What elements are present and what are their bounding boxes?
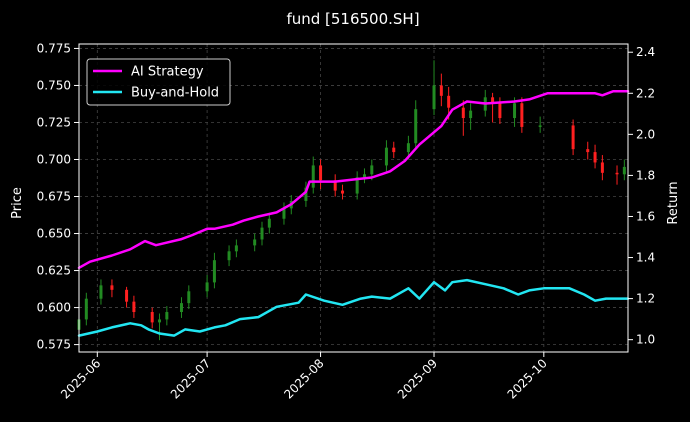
candle-body: [491, 97, 495, 104]
y2-tick-label: 1.6: [636, 209, 655, 223]
y-tick-label: 0.650: [37, 227, 71, 241]
candle-body: [304, 187, 308, 201]
candle-body: [439, 85, 443, 96]
candle-body: [432, 85, 436, 110]
y2-tick-label: 2.2: [636, 86, 655, 100]
candle-body: [319, 165, 323, 181]
series-lines: [77, 89, 630, 337]
series-line-buy-and-hold: [77, 278, 630, 337]
y2-tick-label: 2.0: [636, 127, 655, 141]
candle-body: [179, 303, 183, 313]
candle-body: [593, 152, 597, 163]
candle-body: [520, 103, 524, 127]
y2-tick-label: 1.0: [636, 333, 655, 347]
candle-body: [205, 282, 209, 292]
candle-body: [600, 162, 604, 173]
right-axis-ticks: 1.0 1.2 1.4 1.6 1.8 2.0 2.2 2.4: [628, 45, 655, 347]
legend-box: [86, 58, 231, 106]
axes-frame: [78, 43, 629, 353]
grid-lines: [79, 44, 628, 352]
candle-body: [341, 190, 345, 194]
candle-body: [110, 285, 114, 290]
y-tick-label: 0.725: [37, 115, 71, 129]
candle-body: [311, 165, 315, 188]
candle-body: [282, 208, 286, 219]
candle-body: [158, 319, 162, 323]
y-tick-label: 0.675: [37, 190, 71, 204]
series-line-ai-strategy: [77, 89, 630, 270]
candle-body: [498, 103, 502, 119]
y-tick-label: 0.575: [37, 338, 71, 352]
candle-body: [84, 298, 88, 320]
candle-body: [615, 172, 619, 175]
y-tick-label: 0.600: [37, 301, 71, 315]
candle-body: [406, 143, 410, 153]
left-axis-ticks: 0.575 0.600 0.625 0.650 0.675 0.700 0.725 0.750…: [37, 41, 79, 352]
candle-body: [586, 149, 590, 153]
candle-body: [227, 251, 231, 261]
legend-label: AI Strategy: [131, 65, 204, 80]
candle-body: [253, 239, 257, 246]
candle-body: [469, 110, 473, 119]
candle-body: [571, 125, 575, 150]
y2-tick-label: 1.8: [636, 168, 655, 182]
chart-title: fund [516500.SH]: [286, 10, 419, 28]
candle-body: [513, 103, 517, 119]
y2-tick-label: 1.2: [636, 292, 655, 306]
candle-body: [260, 227, 264, 240]
y-tick-label: 0.700: [37, 153, 71, 167]
candle-body: [355, 177, 359, 194]
candle-body: [267, 218, 271, 228]
y-tick-label: 0.775: [37, 41, 71, 55]
candle-body: [132, 301, 136, 313]
candle-body: [150, 312, 154, 323]
candle-body: [362, 174, 366, 178]
y2-axis-label: Return: [666, 181, 681, 224]
candle-body: [414, 109, 418, 144]
candle-body: [370, 165, 374, 175]
candle-body: [622, 166, 626, 175]
candle-body: [212, 260, 216, 283]
y-tick-label: 0.750: [37, 78, 71, 92]
candle-body: [392, 147, 396, 153]
y2-tick-label: 1.4: [636, 251, 655, 265]
candle-body: [538, 125, 542, 127]
candle-body: [187, 291, 191, 304]
candle-body: [165, 312, 169, 320]
candle-body: [384, 147, 388, 166]
legend-label: Buy-and-Hold: [131, 86, 219, 101]
candle-body: [333, 180, 337, 191]
y-axis-label: Price: [10, 187, 25, 219]
legend: AI Strategy Buy-and-Hold: [86, 58, 231, 106]
candle-body: [461, 107, 465, 119]
candle-body: [234, 245, 238, 252]
y2-tick-label: 2.4: [636, 45, 655, 59]
y-tick-label: 0.625: [37, 264, 71, 278]
candle-body: [125, 289, 129, 302]
candle-body: [99, 285, 103, 299]
axes: [78, 43, 629, 353]
candle-body: [447, 95, 451, 108]
